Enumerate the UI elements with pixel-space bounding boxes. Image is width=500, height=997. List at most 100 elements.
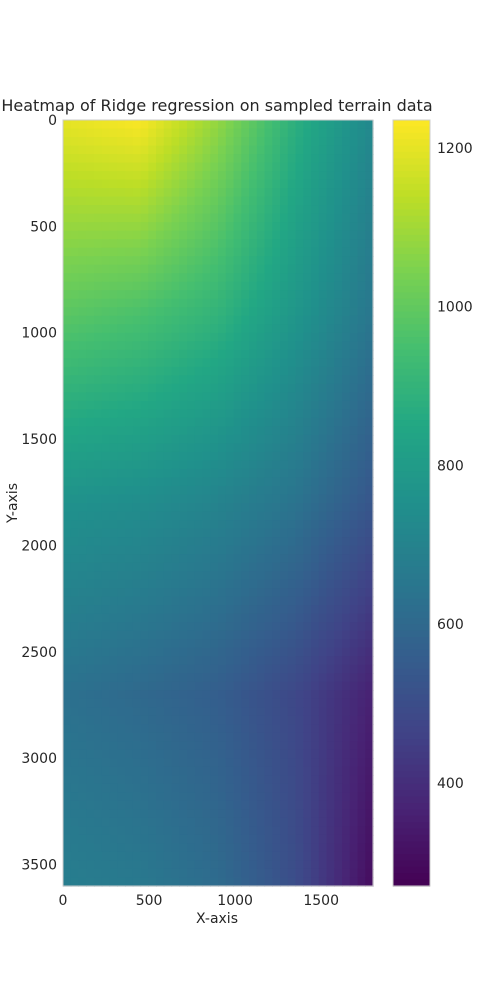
heatmap-cell xyxy=(311,290,320,300)
heatmap-cell xyxy=(241,213,250,223)
heatmap-cell xyxy=(365,222,374,232)
heatmap-cell xyxy=(194,809,204,819)
heatmap-cell xyxy=(272,213,281,223)
heatmap-cell xyxy=(179,724,188,734)
heatmap-cell xyxy=(218,341,227,351)
heatmap-cell xyxy=(357,256,366,266)
heatmap-cell xyxy=(140,639,149,649)
heatmap-cell xyxy=(272,860,281,870)
heatmap-cell xyxy=(179,664,188,674)
heatmap-cell xyxy=(109,247,118,257)
heatmap-cell xyxy=(241,460,250,470)
heatmap-cell xyxy=(256,792,266,802)
heatmap-cell xyxy=(342,341,351,351)
heatmap-cell xyxy=(272,349,281,359)
heatmap-cell xyxy=(163,724,173,734)
heatmap-cell xyxy=(210,664,219,674)
heatmap-cell xyxy=(342,273,351,283)
heatmap-cell xyxy=(101,213,111,223)
heatmap-cell xyxy=(101,341,111,351)
heatmap-cell xyxy=(225,537,235,547)
heatmap-cell xyxy=(101,137,111,147)
heatmap-cell xyxy=(318,698,328,708)
heatmap-cell xyxy=(148,545,157,555)
heatmap-cell xyxy=(117,749,126,759)
heatmap-cell xyxy=(109,137,118,147)
heatmap-cell xyxy=(63,409,72,419)
heatmap-cell xyxy=(287,307,297,317)
heatmap-cell xyxy=(264,656,273,666)
heatmap-cell xyxy=(295,332,304,342)
heatmap-cell xyxy=(225,154,235,164)
heatmap-cell xyxy=(171,698,180,708)
heatmap-cell xyxy=(241,877,250,887)
heatmap-cell xyxy=(140,732,149,742)
heatmap-cell xyxy=(233,545,242,555)
heatmap-cell xyxy=(78,307,87,317)
heatmap-cell xyxy=(210,511,219,521)
heatmap-cell xyxy=(357,434,366,445)
heatmap-cell xyxy=(202,588,211,598)
heatmap-cell xyxy=(117,851,126,862)
heatmap-cell xyxy=(218,732,227,742)
heatmap-cell xyxy=(117,366,126,376)
heatmap-cell xyxy=(101,315,111,325)
heatmap-cell xyxy=(156,503,165,513)
heatmap-cell xyxy=(326,800,335,810)
heatmap-cell xyxy=(318,307,328,317)
heatmap-cell xyxy=(101,332,111,342)
heatmap-cell xyxy=(132,809,142,819)
heatmap-cell xyxy=(357,520,366,530)
heatmap-cell xyxy=(194,588,204,598)
heatmap-cell xyxy=(101,443,111,453)
heatmap-cell xyxy=(156,392,165,402)
heatmap-cell xyxy=(132,690,142,700)
heatmap-cell xyxy=(78,613,87,623)
colorbar-step xyxy=(393,554,430,562)
heatmap-cell xyxy=(365,800,374,810)
heatmap-cell xyxy=(264,690,273,700)
heatmap-cell xyxy=(109,732,118,742)
heatmap-cell xyxy=(109,307,118,317)
heatmap-cell xyxy=(357,154,366,164)
heatmap-cell xyxy=(101,588,111,598)
heatmap-cell xyxy=(109,256,118,266)
heatmap-cell xyxy=(342,307,351,317)
heatmap-cell xyxy=(179,673,188,683)
heatmap-cell xyxy=(365,264,374,274)
heatmap-cell xyxy=(187,571,196,581)
heatmap-cell xyxy=(70,247,80,257)
heatmap-cell xyxy=(218,758,227,768)
heatmap-cell xyxy=(295,622,304,632)
heatmap-cell xyxy=(303,375,312,385)
heatmap-cell xyxy=(287,230,297,240)
heatmap-cell xyxy=(249,443,258,453)
heatmap-cell xyxy=(179,332,188,342)
heatmap-cell xyxy=(86,715,95,725)
heatmap-cell xyxy=(357,298,366,308)
heatmap-cell xyxy=(233,409,242,419)
heatmap-cell xyxy=(132,860,142,870)
heatmap-cell xyxy=(225,630,235,640)
heatmap-cell xyxy=(256,800,266,810)
heatmap-cell xyxy=(63,868,72,879)
heatmap-cell xyxy=(194,128,204,138)
heatmap-cell xyxy=(280,179,289,189)
heatmap-cell xyxy=(156,715,165,725)
heatmap-cell xyxy=(334,639,343,649)
heatmap-cell xyxy=(194,860,204,870)
heatmap-cell xyxy=(365,273,374,283)
heatmap-cell xyxy=(225,868,235,879)
heatmap-cell xyxy=(140,783,149,793)
heatmap-cell xyxy=(179,571,188,581)
heatmap-cell xyxy=(334,222,343,232)
heatmap-cell xyxy=(264,162,273,172)
heatmap-cell xyxy=(202,426,211,436)
heatmap-cell xyxy=(326,443,335,453)
heatmap-cell xyxy=(78,605,87,615)
heatmap-cell xyxy=(117,137,126,147)
heatmap-cell xyxy=(280,792,289,802)
heatmap-cell xyxy=(94,230,103,240)
heatmap-cell xyxy=(287,247,297,257)
heatmap-cell xyxy=(357,443,366,453)
